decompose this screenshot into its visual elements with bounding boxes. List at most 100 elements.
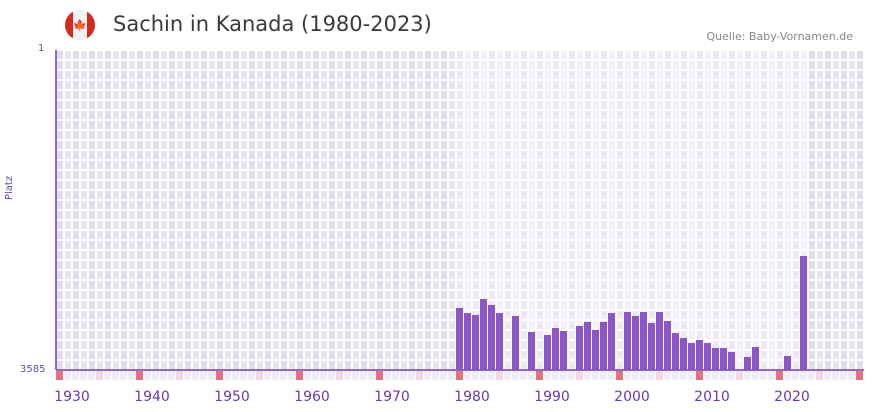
grid-cell <box>393 81 399 89</box>
grid-cell <box>137 51 143 59</box>
grid-cell <box>681 121 687 129</box>
grid-cell <box>241 341 247 349</box>
grid-cell <box>465 81 471 89</box>
grid-cell <box>529 61 535 69</box>
grid-cell <box>361 221 367 229</box>
grid-cell <box>857 271 863 279</box>
grid-cell <box>265 361 271 369</box>
grid-cell <box>281 231 287 239</box>
grid-cell <box>657 231 663 239</box>
grid-cell <box>433 161 439 169</box>
grid-cell <box>625 201 631 209</box>
grid-cell <box>145 231 151 239</box>
grid-cell <box>809 281 815 289</box>
grid-cell <box>425 51 431 59</box>
grid-cell <box>473 121 479 129</box>
grid-cell <box>857 261 863 269</box>
grid-cell <box>105 231 111 239</box>
grid-cell <box>297 161 303 169</box>
grid-cell <box>721 151 727 159</box>
grid-cell <box>513 121 519 129</box>
grid-cell <box>241 301 247 309</box>
grid-cell <box>105 61 111 69</box>
grid-cell <box>785 271 791 279</box>
grid-cell <box>409 141 415 149</box>
grid-cell <box>497 231 503 239</box>
grid-cell <box>641 231 647 239</box>
grid-cell <box>313 71 319 79</box>
grid-cell <box>377 311 383 319</box>
grid-cell <box>97 261 103 269</box>
grid-cell <box>313 351 319 359</box>
grid-cell <box>633 241 639 249</box>
grid-cell <box>473 151 479 159</box>
grid-cell <box>313 141 319 149</box>
grid-cell <box>457 301 463 309</box>
grid-cell <box>649 261 655 269</box>
grid-cell <box>225 191 231 199</box>
grid-cell <box>169 301 175 309</box>
grid-cell <box>801 171 807 179</box>
grid-cell <box>809 151 815 159</box>
grid-cell <box>417 121 423 129</box>
grid-cell <box>529 271 535 279</box>
grid-cell <box>249 241 255 249</box>
grid-cell <box>249 121 255 129</box>
grid-cell <box>801 201 807 209</box>
grid-cell <box>369 91 375 99</box>
grid-cell <box>505 71 511 79</box>
grid-cell <box>393 321 399 329</box>
grid-cell <box>97 71 103 79</box>
grid-cell <box>57 161 63 169</box>
grid-cell <box>561 91 567 99</box>
grid-cell <box>129 361 135 369</box>
grid-cell <box>601 291 607 299</box>
grid-cell <box>673 181 679 189</box>
grid-cell <box>65 61 71 69</box>
source-link[interactable]: Quelle: Baby-Vornamen.de <box>706 30 853 43</box>
grid-cell <box>321 101 327 109</box>
grid-cell <box>385 261 391 269</box>
grid-cell <box>513 191 519 199</box>
grid-cell <box>225 251 231 259</box>
grid-cell <box>161 211 167 219</box>
grid-cell <box>513 161 519 169</box>
grid-cell <box>481 51 487 59</box>
grid-cell <box>673 301 679 309</box>
grid-cell <box>609 211 615 219</box>
grid-cell <box>321 111 327 119</box>
grid-cell <box>449 331 455 339</box>
grid-cell <box>233 321 239 329</box>
grid-cell <box>177 361 183 369</box>
grid-cell <box>297 191 303 199</box>
grid-cell <box>529 91 535 99</box>
grid-cell <box>737 251 743 259</box>
grid-cell <box>601 211 607 219</box>
grid-cell <box>569 111 575 119</box>
grid-cell <box>497 171 503 179</box>
grid-cell <box>185 121 191 129</box>
grid-cell <box>569 211 575 219</box>
grid-cell <box>529 201 535 209</box>
grid-cell <box>817 351 823 359</box>
grid-cell <box>281 121 287 129</box>
grid-cell <box>353 201 359 209</box>
grid-cell <box>161 161 167 169</box>
grid-cell <box>401 241 407 249</box>
grid-cell <box>273 211 279 219</box>
year-marker <box>544 371 551 380</box>
grid-cell <box>681 151 687 159</box>
grid-cell <box>521 271 527 279</box>
grid-cell <box>449 261 455 269</box>
grid-cell <box>137 191 143 199</box>
grid-cell <box>633 161 639 169</box>
grid-cell <box>641 211 647 219</box>
grid-cell <box>137 361 143 369</box>
grid-cell <box>393 51 399 59</box>
grid-cell <box>537 271 543 279</box>
bar-1994 <box>584 321 591 370</box>
grid-cell <box>409 221 415 229</box>
grid-cell <box>145 181 151 189</box>
grid-cell <box>385 91 391 99</box>
grid-cell <box>665 211 671 219</box>
